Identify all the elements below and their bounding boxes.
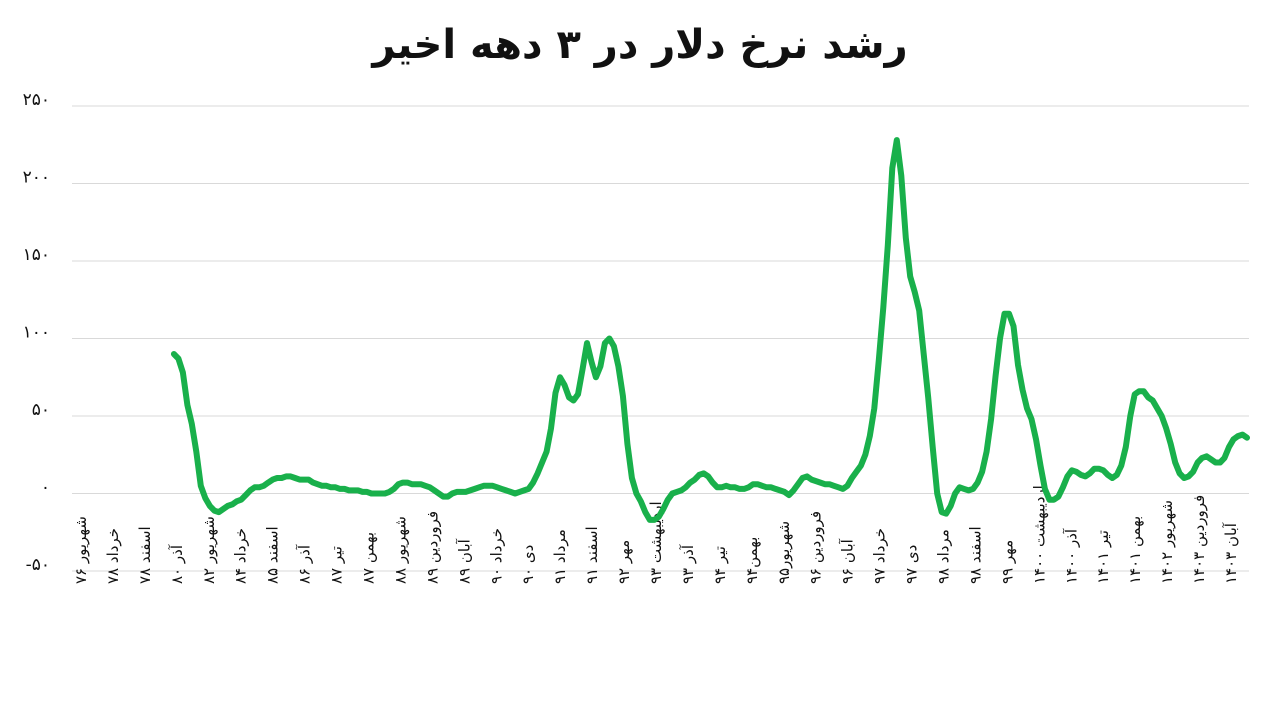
x-tick-label: شهریور ۷۶ (72, 516, 90, 584)
x-tick-label: بهمن ۱۴۰۱ (1126, 516, 1144, 584)
x-tick-label: اردیبهشت ۱۴۰۰ (1030, 485, 1048, 584)
x-tick-label: دی ۹۰ (519, 545, 537, 584)
y-tick-label: ۲۵۰ (23, 90, 50, 110)
x-tick-label: مهر ۹۹ (998, 540, 1016, 584)
y-tick-label: ۰ (41, 478, 50, 498)
x-tick-label: خرداد ۸۴ (232, 528, 250, 584)
x-tick-label: مرداد ۹۸ (935, 529, 953, 584)
series-line (170, 137, 1250, 523)
x-tick-label: آبان ۸۹ (455, 538, 473, 584)
chart-title: رشد نرخ دلار در ۳ دهه اخیر (372, 22, 908, 68)
x-tick-label: آبان ۹۶ (839, 538, 857, 584)
y-tick-label: ۲۰۰ (23, 168, 50, 188)
x-tick-label: آذر ۸۰ (168, 544, 186, 584)
x-tick-label: شهریور۹۵ (775, 521, 793, 584)
x-tick-label: دی ۹۷ (903, 545, 921, 584)
x-tick-label: اسفند ۹۸ (966, 526, 984, 584)
y-tick-label: ۱۵۰ (23, 245, 50, 265)
y-axis-ticks: -۵۰ ۰ ۵۰ ۱۰۰ ۱۵۰ ۲۰۰ ۲۵۰ (23, 90, 50, 575)
series-layer (170, 137, 1250, 523)
x-tick-label: خرداد ۹۰ (487, 528, 505, 584)
y-tick-label: ۵۰ (32, 400, 50, 420)
x-tick-label: اسفند ۷۸ (136, 526, 154, 584)
x-tick-label: خرداد ۷۸ (104, 528, 122, 584)
x-tick-label: آذر ۱۴۰۰ (1062, 528, 1080, 584)
x-tick-label: تیر ۹۴ (711, 546, 729, 584)
x-tick-label: آذر ۹۳ (679, 544, 697, 584)
y-tick-label: ۱۰۰ (23, 323, 50, 343)
x-tick-label: بهمن۹۴ (743, 537, 761, 584)
x-tick-label: اسفند ۹۱ (583, 526, 601, 584)
gridlines (72, 105, 1249, 572)
x-tick-label: خرداد ۹۷ (871, 528, 889, 584)
y-tick-label: -۵۰ (26, 555, 50, 575)
x-tick-label: اسفند ۸۵ (264, 526, 282, 584)
x-tick-label: مرداد ۹۱ (551, 529, 569, 584)
x-tick-label: شهریور ۸۲ (200, 516, 218, 584)
x-tick-label: شهریور ۱۴۰۲ (1158, 500, 1176, 584)
x-tick-label: آبان ۱۴۰۳ (1222, 522, 1240, 584)
x-tick-label: فروردین ۹۶ (807, 511, 825, 584)
x-tick-label: بهمن ۸۷ (360, 532, 378, 584)
x-tick-label: تیر ۱۴۰۱ (1094, 530, 1112, 584)
x-tick-label: فروردین ۸۹ (423, 511, 441, 584)
x-axis-ticks: شهریور ۷۶ خرداد ۷۸ اسفند ۷۸ آذر ۸۰ شهریور ۸۲… (72, 485, 1240, 584)
x-tick-label: آذر ۸۶ (296, 544, 314, 584)
x-tick-label: شهریور ۸۸ (391, 516, 409, 584)
x-tick-label: فروردین ۱۴۰۳ (1190, 495, 1208, 584)
x-tick-label: مهر ۹۲ (615, 540, 633, 584)
x-tick-label: تیر ۸۷ (328, 546, 346, 584)
